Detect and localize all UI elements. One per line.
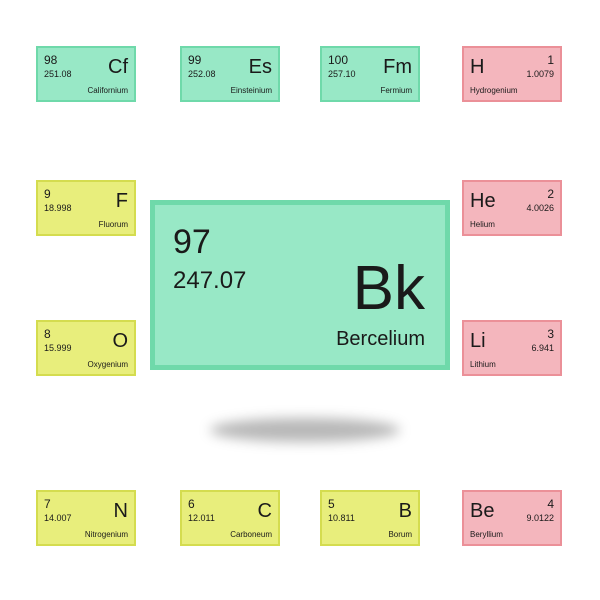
element-symbol: Be [470, 500, 494, 523]
element-name: Carboneum [230, 530, 272, 539]
atomic-mass: 15.999 [44, 343, 72, 353]
element-tile: 100 257.10 Fm Fermium [320, 46, 420, 102]
element-tile: 2 4.0026 He Helium [462, 180, 562, 236]
atomic-number: 99 [188, 53, 201, 67]
atomic-number: 100 [328, 53, 348, 67]
element-name: Beryllium [470, 530, 503, 539]
element-symbol: Bk [353, 253, 425, 324]
element-tile: 8 15.999 O Oxygenium [36, 320, 136, 376]
element-symbol: F [116, 190, 128, 213]
atomic-number: 3 [547, 327, 554, 341]
atomic-mass: 18.998 [44, 203, 72, 213]
element-name: Nitrogenium [85, 530, 128, 539]
atomic-number: 8 [44, 327, 51, 341]
atomic-number: 1 [547, 53, 554, 67]
element-tile: 98 251.08 Cf Californium [36, 46, 136, 102]
element-name: Californium [88, 86, 128, 95]
main-tile-shadow [210, 418, 400, 442]
element-symbol: Fm [383, 56, 412, 79]
atomic-mass: 12.011 [188, 513, 215, 523]
atomic-number: 7 [44, 497, 51, 511]
atomic-mass: 252.08 [188, 69, 216, 79]
atomic-number: 6 [188, 497, 195, 511]
element-name: Hydrogenium [470, 86, 518, 95]
atomic-number: 5 [328, 497, 335, 511]
element-symbol: Cf [108, 56, 128, 79]
atomic-mass: 10.811 [328, 513, 355, 523]
atomic-mass: 9.0122 [526, 513, 554, 523]
atomic-mass: 251.08 [44, 69, 72, 79]
element-name: Bercelium [336, 328, 425, 351]
atomic-mass: 14.007 [44, 513, 72, 523]
element-tile-main: 97 247.07 Bk Bercelium [150, 200, 450, 370]
atomic-mass: 1.0079 [526, 69, 554, 79]
element-name: Borum [388, 530, 412, 539]
atomic-number: 98 [44, 53, 57, 67]
atomic-mass: 4.0026 [526, 203, 554, 213]
element-tile: 1 1.0079 H Hydrogenium [462, 46, 562, 102]
element-symbol: C [258, 500, 272, 523]
element-symbol: H [470, 56, 484, 79]
atomic-number: 97 [173, 223, 211, 262]
element-tile: 3 6.941 Li Lithium [462, 320, 562, 376]
element-tile: 4 9.0122 Be Beryllium [462, 490, 562, 546]
element-name: Helium [470, 220, 495, 229]
element-name: Fermium [380, 86, 412, 95]
element-name: Lithium [470, 360, 496, 369]
element-symbol: Es [249, 56, 272, 79]
atomic-mass: 247.07 [173, 267, 246, 295]
element-tile: 7 14.007 N Nitrogenium [36, 490, 136, 546]
element-tile: 5 10.811 B Borum [320, 490, 420, 546]
element-name: Einsteinium [231, 86, 272, 95]
element-name: Oxygenium [88, 360, 128, 369]
element-symbol: He [470, 190, 496, 213]
atomic-mass: 6.941 [531, 343, 554, 353]
element-tile: 9 18.998 F Fluorum [36, 180, 136, 236]
element-symbol: O [112, 330, 128, 353]
atomic-number: 2 [547, 187, 554, 201]
element-symbol: Li [470, 330, 486, 353]
element-tile: 99 252.08 Es Einsteinium [180, 46, 280, 102]
element-symbol: B [399, 500, 412, 523]
atomic-number: 9 [44, 187, 51, 201]
atomic-number: 4 [547, 497, 554, 511]
element-name: Fluorum [99, 220, 128, 229]
atomic-mass: 257.10 [328, 69, 356, 79]
element-tile: 6 12.011 C Carboneum [180, 490, 280, 546]
element-symbol: N [114, 500, 128, 523]
